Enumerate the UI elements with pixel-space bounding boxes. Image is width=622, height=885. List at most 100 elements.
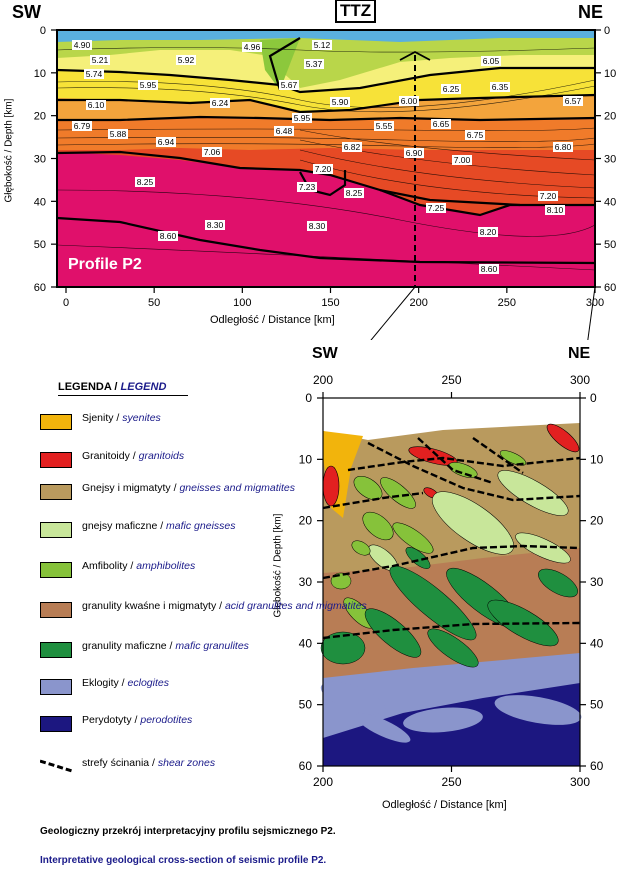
legend-label-en: acid granulites and migmatites xyxy=(224,600,367,612)
legend-item: Perydotyty / perodotites xyxy=(40,714,192,744)
y-tick-label: 60 xyxy=(34,282,46,294)
y-tick-label: 30 xyxy=(604,154,616,166)
detail-y-tick-label: 0 xyxy=(305,391,312,405)
detail-y-tick-label: 30 xyxy=(299,575,313,589)
legend-swatch xyxy=(40,484,72,500)
legend-label: Gnejsy i migmatyty / gneisses and migmat… xyxy=(82,482,295,495)
velocity-label-bg xyxy=(563,96,583,106)
velocity-label-bg xyxy=(452,155,472,165)
detail-y-ticks: 0 0 10 10 20 20 30 30 40 40 50 50 60 60 xyxy=(299,391,604,773)
velocity-label: 8.10 xyxy=(545,205,565,215)
x-tick-label: 100 xyxy=(233,297,251,309)
detail-y-tick-label: 0 xyxy=(590,391,597,405)
velocity-value: 6.65 xyxy=(433,119,450,129)
velocity-value: 7.25 xyxy=(428,203,445,213)
velocity-label-bg xyxy=(465,130,485,140)
y-tick-label: 30 xyxy=(34,154,46,166)
detail-sw-label: SW xyxy=(312,345,338,362)
velocity-label: 6.24 xyxy=(210,98,230,108)
velocity-label: 6.80 xyxy=(553,142,573,152)
upper-crust-wedge xyxy=(260,38,300,90)
legend-swatch xyxy=(40,414,72,430)
legend-label: gnejsy maficzne / mafic gneisses xyxy=(82,520,236,533)
y-tick-label: 60 xyxy=(604,282,616,294)
legend-item: granulity maficzne / mafic granulites xyxy=(40,640,249,670)
y-tick-label: 40 xyxy=(604,196,616,208)
velocity-label: 5.21 xyxy=(90,55,110,65)
velocity-value: 5.12 xyxy=(314,40,331,50)
velocity-label: 6.75 xyxy=(465,130,485,140)
velocity-label: 6.57 xyxy=(563,96,583,106)
velocity-label: 6.82 xyxy=(342,142,362,152)
velocity-value: 5.37 xyxy=(306,59,323,69)
velocity-label-bg xyxy=(176,55,196,65)
detail-y-tick-label: 10 xyxy=(590,452,604,466)
legend-title-en: LEGEND xyxy=(120,381,167,393)
velocity-label-bg xyxy=(490,82,510,92)
detail-section xyxy=(320,397,582,767)
legend-item: granulity kwaśne i migmatyty / acid gran… xyxy=(40,600,367,630)
x-tick-label: 50 xyxy=(148,297,160,309)
legend-label: Sjenity / syenites xyxy=(82,412,161,425)
velocity-label-bg xyxy=(441,84,461,94)
detail-figure: 200 200 250 250 300 300 0 0 10 10 20 20 30 30 40 40 50 5… xyxy=(299,373,604,789)
legend-swatch xyxy=(40,562,72,578)
detail-y-tick-label: 40 xyxy=(299,636,313,650)
y-tick-label: 20 xyxy=(604,111,616,123)
velocity-label: 8.60 xyxy=(158,231,178,241)
legend-label-pl: Eklogity / xyxy=(82,677,128,689)
detail-x-tick-label-top: 200 xyxy=(313,373,333,387)
legend-label-en: mafic granulites xyxy=(175,640,249,652)
detail-y-tick-label: 60 xyxy=(299,759,313,773)
legend-swatch xyxy=(40,679,72,695)
y-tick-label: 50 xyxy=(604,239,616,251)
velocity-label-bg xyxy=(330,97,350,107)
caption-pl: Geologiczny przekrój interpretacyjny pro… xyxy=(40,826,336,837)
velocity-value: 4.90 xyxy=(74,40,91,50)
velocity-label: 8.20 xyxy=(478,227,498,237)
legend-item: gnejsy maficzne / mafic gneisses xyxy=(40,520,236,550)
legend-label: strefy ścinania / shear zones xyxy=(82,757,215,770)
velocity-label: 6.10 xyxy=(86,100,106,110)
top-sw-label: SW xyxy=(12,2,41,22)
velocity-value: 5.74 xyxy=(86,69,103,79)
detail-x-ticks: 200 200 250 250 300 300 xyxy=(313,373,590,789)
velocity-value: 6.48 xyxy=(276,126,293,136)
legend-label-pl: strefy ścinania / xyxy=(82,757,158,769)
y-tick-label: 20 xyxy=(34,111,46,123)
velocity-label-bg xyxy=(342,142,362,152)
profile-label: Profile P2 xyxy=(68,256,142,273)
velocity-label-bg xyxy=(481,56,501,66)
legend-item: Eklogity / eclogites xyxy=(40,677,169,707)
velocity-label-bg xyxy=(138,80,158,90)
y-tick-label: 50 xyxy=(34,239,46,251)
legend-label-en: perodotites xyxy=(140,714,193,726)
velocity-label: 5.90 xyxy=(330,97,350,107)
legend-swatch xyxy=(40,642,72,658)
velocity-label: 6.65 xyxy=(431,119,451,129)
top-profile-section xyxy=(56,30,596,287)
legend-title-underline xyxy=(58,395,188,396)
velocity-label-bg xyxy=(156,137,176,147)
x-tick-label: 250 xyxy=(498,297,516,309)
velocity-label-bg xyxy=(374,121,394,131)
velocity-value: 4.96 xyxy=(244,42,261,52)
legend-item: Gnejsy i migmatyty / gneisses and migmat… xyxy=(40,482,295,512)
legend-label: Perydotyty / perodotites xyxy=(82,714,192,727)
velocity-label-bg xyxy=(478,227,498,237)
velocity-label-bg xyxy=(426,203,446,213)
velocity-value: 6.05 xyxy=(483,56,500,66)
velocity-value: 6.82 xyxy=(344,142,361,152)
velocity-label: 8.30 xyxy=(307,221,327,231)
velocity-label: 7.06 xyxy=(202,147,222,157)
velocity-value: 6.00 xyxy=(401,96,418,106)
legend-label: Eklogity / eclogites xyxy=(82,677,169,690)
near-surface-layer xyxy=(57,30,595,42)
velocity-value: 7.23 xyxy=(299,182,316,192)
velocity-label: 5.88 xyxy=(108,129,128,139)
velocity-value: 6.80 xyxy=(555,142,572,152)
legend-swatch xyxy=(40,759,72,773)
velocity-value: 5.92 xyxy=(178,55,195,65)
velocity-label-bg xyxy=(274,126,294,136)
velocity-value: 6.94 xyxy=(158,137,175,147)
